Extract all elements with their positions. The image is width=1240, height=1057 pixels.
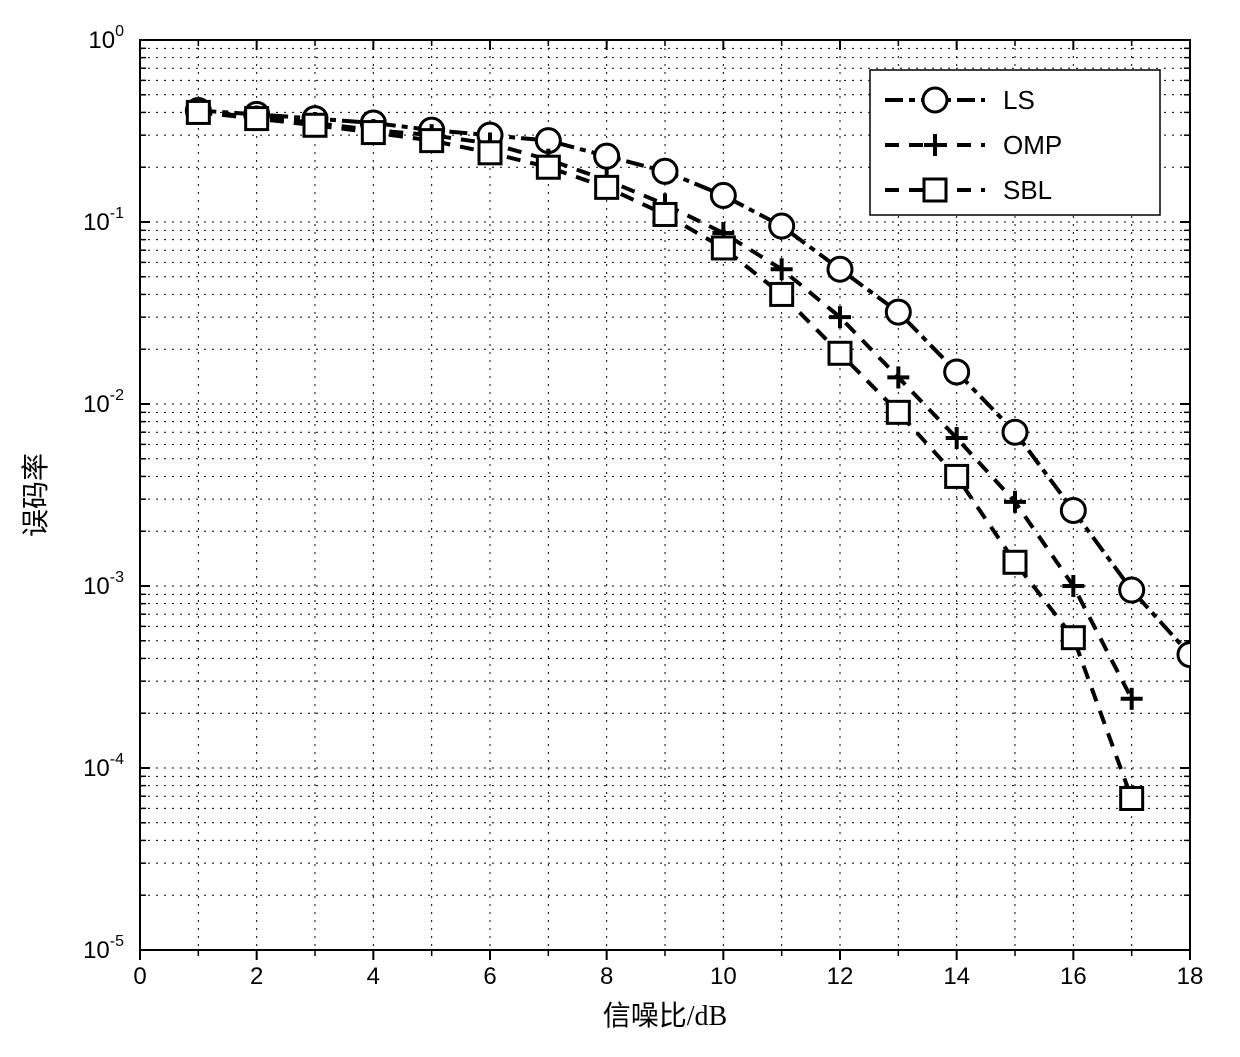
svg-text:16: 16 bbox=[1060, 963, 1087, 990]
legend-label-ls: LS bbox=[1003, 85, 1035, 115]
svg-text:6: 6 bbox=[483, 963, 496, 990]
svg-text:4: 4 bbox=[367, 963, 380, 990]
chart-svg: 02468101214161810-510-410-310-210-1100信噪… bbox=[0, 0, 1240, 1057]
svg-text:2: 2 bbox=[250, 963, 263, 990]
legend: LS OMP SBL bbox=[870, 70, 1160, 215]
y-axis-label: 误码率 bbox=[20, 453, 52, 537]
x-axis-label: 信噪比/dB bbox=[603, 1000, 727, 1032]
ber-vs-snr-chart: 02468101214161810-510-410-310-210-1100信噪… bbox=[0, 0, 1240, 1057]
svg-text:10: 10 bbox=[710, 963, 737, 990]
svg-text:14: 14 bbox=[943, 963, 970, 990]
svg-text:12: 12 bbox=[827, 963, 854, 990]
svg-text:0: 0 bbox=[133, 963, 146, 990]
legend-label-sbl: SBL bbox=[1003, 175, 1052, 205]
svg-text:18: 18 bbox=[1177, 963, 1204, 990]
svg-text:8: 8 bbox=[600, 963, 613, 990]
legend-label-omp: OMP bbox=[1003, 130, 1062, 160]
